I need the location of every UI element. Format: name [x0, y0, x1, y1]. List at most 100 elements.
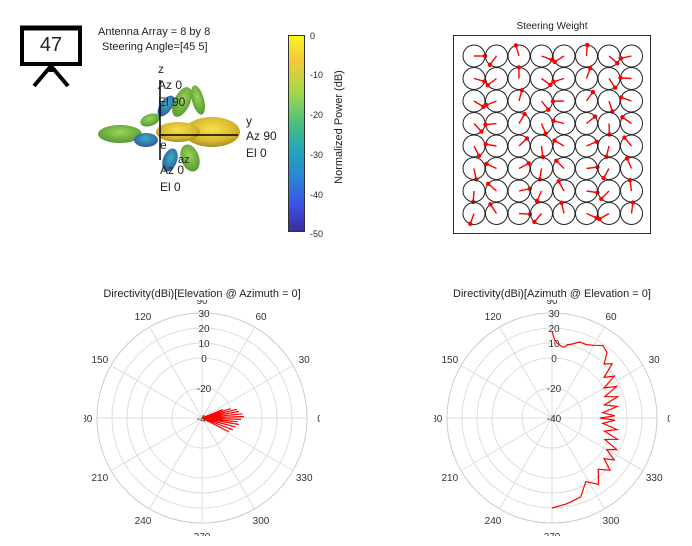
weight-phasor-tip [601, 175, 606, 181]
angle-tick-label: 270 [544, 532, 561, 536]
weight-phasor-tip [627, 177, 633, 183]
weight-phasor-tip [552, 138, 557, 143]
angle-tick-label: 300 [603, 516, 620, 527]
polar-spoke [110, 365, 203, 419]
polar-plot-elevation: 0 30 60 90 120 150 180 210 240 270 300 330 30 20 10 0 -2… [84, 300, 320, 536]
angle-tick-label: 180 [434, 414, 443, 425]
weight-phasor-tip [612, 85, 618, 90]
weight-phasor-tip [588, 65, 593, 71]
angle-tick-label: 120 [485, 312, 502, 323]
colorbar-tick-0: 0 [310, 31, 316, 41]
weight-phasor-tip [524, 136, 530, 141]
directivity-trace [201, 408, 245, 433]
polar-spoke [551, 326, 605, 419]
weight-phasor-tip [615, 60, 620, 66]
weight-phasor-tip [594, 139, 599, 144]
weight-phasor-tip [527, 211, 533, 217]
colorbar-tick-4: -40 [310, 190, 324, 200]
weight-phasor-tip [618, 75, 623, 81]
weight-phasor-tip [556, 179, 561, 184]
radial-tick-label: 0 [551, 354, 557, 365]
weight-phasor-tip [516, 65, 522, 70]
weight-phasor-tip [552, 59, 557, 65]
steering-weight-title: Steering Weight [516, 21, 588, 32]
angle-tick-label: 240 [135, 516, 152, 527]
side-lobe [134, 133, 158, 147]
steering-weight-frame [453, 35, 651, 234]
weight-phasor-tip [551, 79, 556, 84]
radial-tick-label: 10 [198, 339, 210, 350]
angle-tick-label: 90 [196, 300, 208, 307]
angle-tick-label: 90 [546, 300, 558, 307]
colorbar [288, 35, 305, 232]
weight-phasor-tip [485, 82, 490, 88]
weight-phasor-tip [487, 62, 493, 68]
weight-phasor-tip [592, 114, 598, 119]
weight-phasor-tip [540, 154, 546, 160]
polar2-title: Directivity(dBi)[Azimuth @ Elevation = 0… [453, 288, 651, 300]
polar-spoke [551, 417, 644, 471]
axis-x-extra: az [178, 154, 190, 166]
polar-spoke [460, 365, 553, 419]
weight-phasor-tip [618, 95, 624, 100]
polar-spoke [551, 417, 605, 510]
polar-spoke [201, 417, 294, 471]
radial-tick-label: 30 [548, 309, 560, 320]
weight-phasor-tip [551, 118, 556, 123]
weight-phasor-tip [488, 202, 493, 207]
weight-phasor-tip [483, 122, 488, 127]
angle-tick-label: 30 [649, 355, 661, 366]
angle-tick-label: 150 [441, 355, 458, 366]
easel-icon [20, 25, 82, 88]
radial-tick-label: -20 [197, 384, 212, 395]
polar-spoke [149, 417, 203, 510]
side-lobe [140, 113, 160, 127]
polar-spoke [201, 365, 294, 419]
weight-phasor-tip [546, 107, 551, 112]
polar-plot-azimuth: 0 30 60 90 120 150 180 210 240 270 300 330 30 20 10 0 -2… [434, 300, 670, 536]
colorbar-tick-5: -50 [310, 229, 324, 239]
axis-x-letter: e [160, 138, 167, 152]
weight-phasor-tip [554, 158, 559, 163]
array-info-line1: Antenna Array = 8 by 8 [98, 26, 211, 38]
weight-phasor-tip [485, 181, 491, 186]
axis-y-label: y [246, 114, 252, 128]
weight-phasor-tip [532, 219, 537, 225]
weight-phasor-tip [550, 99, 556, 104]
angle-tick-label: 0 [317, 414, 320, 425]
axis-y-az: Az 90 [246, 129, 277, 143]
weight-phasor-tip [483, 141, 488, 147]
angle-tick-label: 270 [194, 532, 211, 536]
angle-tick-label: 60 [255, 312, 267, 323]
radial-tick-label: 10 [548, 339, 560, 350]
polar-spoke [201, 326, 255, 419]
angle-tick-label: 330 [296, 473, 313, 484]
polar-spoke [551, 365, 644, 419]
radial-tick-label: -40 [547, 414, 562, 425]
polar-spoke [460, 417, 553, 471]
radial-tick-label: 0 [201, 354, 207, 365]
weight-phasor-tip [607, 132, 612, 137]
weight-phasor-tip [548, 82, 553, 88]
angle-tick-label: 240 [485, 516, 502, 527]
weight-phasor-tip [618, 56, 623, 61]
pattern-3d-plot [98, 80, 240, 172]
side-lobe [156, 122, 200, 142]
weight-phasor-tip [522, 111, 527, 117]
polar-spoke [499, 326, 553, 419]
polar-spoke [110, 417, 203, 471]
axis-z-label: z [158, 62, 164, 76]
steering-weight-plot [453, 35, 651, 234]
weight-phasor-tip [534, 198, 540, 204]
weight-phasor-tip [484, 102, 489, 108]
angle-tick-label: 150 [91, 355, 108, 366]
weight-phasor-tip [484, 161, 489, 167]
radial-tick-label: -20 [547, 384, 562, 395]
side-lobe [157, 95, 175, 117]
radial-tick-label: 20 [548, 324, 560, 335]
directivity-trace [551, 330, 620, 509]
angle-tick-label: 330 [646, 473, 663, 484]
badge-number: 47 [39, 34, 63, 56]
polar-spoke [499, 417, 553, 510]
axis-x-el: El 0 [160, 180, 181, 194]
